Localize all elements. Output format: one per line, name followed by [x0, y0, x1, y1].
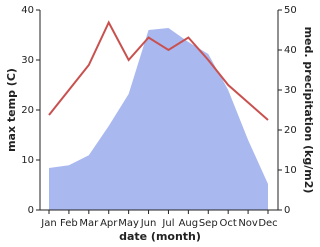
y2-tick-label: 20: [284, 125, 297, 136]
x-tick-label: Oct: [220, 218, 237, 229]
x-tick-label: Apr: [100, 218, 118, 229]
y-tick-label: 0: [28, 205, 34, 216]
x-tick-label: Nov: [238, 218, 258, 229]
y-tick-label: 20: [21, 105, 34, 116]
x-tick-label: Mar: [79, 218, 99, 229]
x-tick-label: Sep: [199, 218, 218, 229]
y-tick-label: 30: [21, 55, 34, 66]
y-tick-label: 10: [21, 155, 34, 166]
x-tick-label: Jul: [161, 218, 174, 229]
y2-tick-label: 50: [284, 5, 297, 16]
x-tick-label: Aug: [179, 218, 199, 229]
y-tick-label: 40: [21, 5, 34, 16]
y2-tick-label: 0: [284, 205, 290, 216]
y2-tick-label: 40: [284, 45, 297, 56]
precipitation-area: [49, 28, 268, 210]
x-tick-label: Jun: [140, 218, 157, 229]
x-tick-label: May: [118, 218, 139, 229]
y2-axis-label: med. precipitation (kg/m2): [302, 27, 315, 194]
x-tick-label: Jan: [40, 218, 56, 229]
y2-tick-label: 30: [284, 85, 297, 96]
temp-line: [48, 20, 269, 121]
y2-tick-label: 10: [284, 165, 297, 176]
x-tick-label: Feb: [60, 218, 78, 229]
y-axis-label: max temp (C): [5, 68, 18, 152]
x-tick-label: Dec: [258, 218, 277, 229]
x-axis-label: date (month): [119, 230, 201, 243]
